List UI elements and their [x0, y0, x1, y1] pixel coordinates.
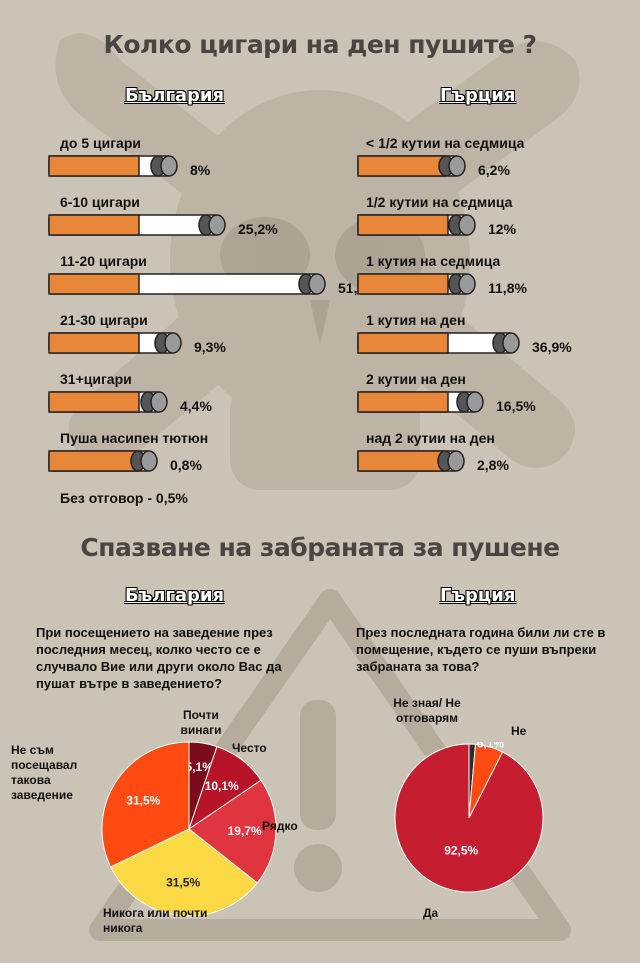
bulgaria-value-label-1: 25,2% — [238, 221, 278, 237]
no-answer-label: Без отговор - 0,5% — [60, 490, 188, 506]
country-label-bulgaria-2: България — [125, 585, 225, 606]
bulgaria-pie-slice-value-1: 10,1% — [205, 779, 239, 793]
greece-value-label-1: 12% — [488, 221, 517, 237]
greece-category-label-0: < 1/2 кутии на седмица — [366, 135, 525, 151]
bulgaria-cigarette-bar-0 — [48, 155, 178, 177]
greece-value-label-4: 16,5% — [496, 398, 536, 414]
bulgaria-pie-chart: 5,1% 10,1% 19,7% 31,5% 31,5% — [101, 741, 277, 917]
greece-value-label-3: 36,9% — [532, 339, 572, 355]
country-label-greece: Гърция — [440, 85, 516, 106]
bulgaria-pie-slice-2 — [188, 779, 277, 884]
bulgaria-pie-label-1: Често — [232, 741, 267, 755]
bulgaria-pie-slice-value-4: 31,5% — [126, 793, 160, 807]
bulgaria-value-label-3: 9,3% — [194, 339, 226, 355]
greece-value-label-5: 2,8% — [477, 457, 509, 473]
greece-pie-label-1: Не — [511, 724, 527, 738]
bulgaria-pie-slice-value-2: 19,7% — [228, 824, 262, 838]
bulgaria-category-label-5: Пуша насипен тютюн — [60, 430, 209, 446]
bulgaria-pie-label-2: Рядко — [262, 819, 298, 833]
bulgaria-pie-slice-3 — [110, 828, 258, 917]
bulgaria-category-label-2: 11-20 цигари — [60, 253, 147, 269]
greece-category-label-3: 1 кутия на ден — [366, 312, 466, 328]
greece-pie-label-2: Да — [423, 906, 439, 920]
bulgaria-pie-label-3: Никога или почти никога — [103, 906, 208, 935]
bulgaria-value-label-0: 8% — [190, 162, 211, 178]
bulgaria-cigarette-bar-5 — [48, 450, 158, 472]
greece-cigarette-bar-0 — [357, 155, 466, 177]
greece-question: През последната година били ли сте в пом… — [356, 625, 606, 674]
bulgaria-category-label-1: 6-10 цигари — [60, 194, 140, 210]
bulgaria-pie-slice-value-3: 31,5% — [166, 876, 200, 890]
greece-cigarette-bar-3 — [357, 332, 520, 354]
greece-pie-slice-value-1: 6,1% — [477, 742, 505, 750]
chart-title-smoking-ban: Спазване на забраната за пушене — [80, 533, 560, 562]
bulgaria-value-label-4: 4,4% — [180, 398, 212, 414]
greece-category-label-4: 2 кутии на ден — [366, 371, 466, 387]
chart-title-cigarettes: Колко цигари на ден пушите ? — [103, 30, 537, 59]
country-label-greece-2: Гърция — [440, 585, 516, 606]
greece-category-label-2: 1 кутия на седмица — [366, 253, 501, 269]
bulgaria-pie-slice-4 — [101, 741, 190, 868]
bulgaria-category-label-3: 21-30 цигари — [60, 312, 148, 328]
bulgaria-pie-label-0: Почти винаги — [180, 708, 222, 737]
bulgaria-value-label-5: 0,8% — [170, 457, 202, 473]
greece-pie-slice-2 — [394, 743, 544, 893]
bulgaria-category-label-4: 31+цигари — [60, 371, 132, 387]
greece-pie-chart: 1,4%6,1%92,5% — [394, 742, 544, 893]
greece-value-label-2: 11,8% — [488, 280, 527, 296]
greece-category-label-1: 1/2 кутии на седмица — [366, 194, 513, 210]
bulgaria-pie-slice-value-0: 5,1% — [186, 760, 214, 774]
greece-value-label-0: 6,2% — [478, 162, 510, 178]
greece-cigarette-bar-4 — [357, 391, 484, 413]
country-label-bulgaria: България — [125, 85, 225, 106]
bulgaria-category-label-0: до 5 цигари — [60, 135, 141, 151]
bulgaria-cigarette-bar-2 — [48, 273, 326, 295]
bulgaria-cigarette-bar-3 — [48, 332, 182, 354]
bulgaria-cigarette-bar-4 — [48, 391, 168, 413]
greece-cigarette-bar-5 — [357, 450, 465, 472]
greece-pie-label-0: Не зная/ Не отговарям — [393, 696, 461, 725]
bulgaria-question: При посещението на заведение през послед… — [36, 625, 282, 691]
greece-cigarette-bar-1 — [357, 214, 476, 236]
bulgaria-pie-label-4: Не съм посещавал такова заведение — [11, 743, 78, 802]
greece-pie-slice-value-2: 92,5% — [444, 843, 478, 857]
bulgaria-cigarette-bar-1 — [48, 214, 226, 236]
greece-cigarette-bar-2 — [357, 273, 476, 295]
greece-category-label-5: над 2 кутии на ден — [366, 430, 495, 446]
